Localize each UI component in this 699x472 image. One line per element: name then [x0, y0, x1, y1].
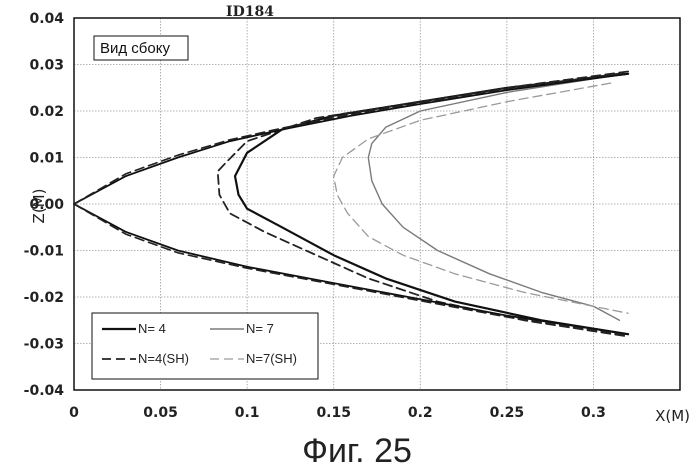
figure-caption: Фиг. 25	[302, 432, 412, 470]
legend-label: N=4(SH)	[138, 351, 189, 366]
annotation-box: Вид сбоку	[94, 36, 188, 60]
y-axis-label: Z(M)	[30, 189, 48, 224]
x-tick-label: 0.3	[581, 405, 606, 421]
series-line-4	[74, 74, 628, 204]
series-line-3	[334, 83, 628, 313]
x-tick-label: 0.05	[143, 405, 178, 421]
y-tick-label: -0.02	[24, 290, 64, 306]
x-tick-label: 0	[69, 405, 79, 421]
y-tick-label: -0.03	[24, 337, 64, 353]
series-line-5	[74, 72, 628, 204]
x-tick-labels: 0 0.05 0.1 0.15 0.2 0.25 0.3	[69, 405, 606, 421]
y-tick-label: -0.01	[24, 244, 64, 260]
y-tick-label: 0.04	[29, 11, 64, 27]
legend: N= 4 N=4(SH) N= 7 N=7(SH)	[92, 313, 318, 379]
x-axis-label: X(M)	[655, 407, 690, 425]
y-tick-label: 0.01	[29, 151, 64, 167]
y-tick-label: 0.02	[29, 104, 64, 120]
legend-label: N= 7	[246, 321, 274, 336]
annotation-text: Вид сбоку	[100, 40, 170, 57]
x-tick-label: 0.25	[490, 405, 525, 421]
y-tick-label: 0.03	[29, 58, 64, 74]
y-tick-label: -0.04	[24, 383, 65, 399]
x-tick-label: 0.15	[316, 405, 351, 421]
legend-box	[92, 313, 318, 379]
legend-label: N= 4	[138, 321, 166, 336]
x-tick-label: 0.1	[235, 405, 260, 421]
x-tick-label: 0.2	[408, 405, 433, 421]
legend-label: N=7(SH)	[246, 351, 297, 366]
